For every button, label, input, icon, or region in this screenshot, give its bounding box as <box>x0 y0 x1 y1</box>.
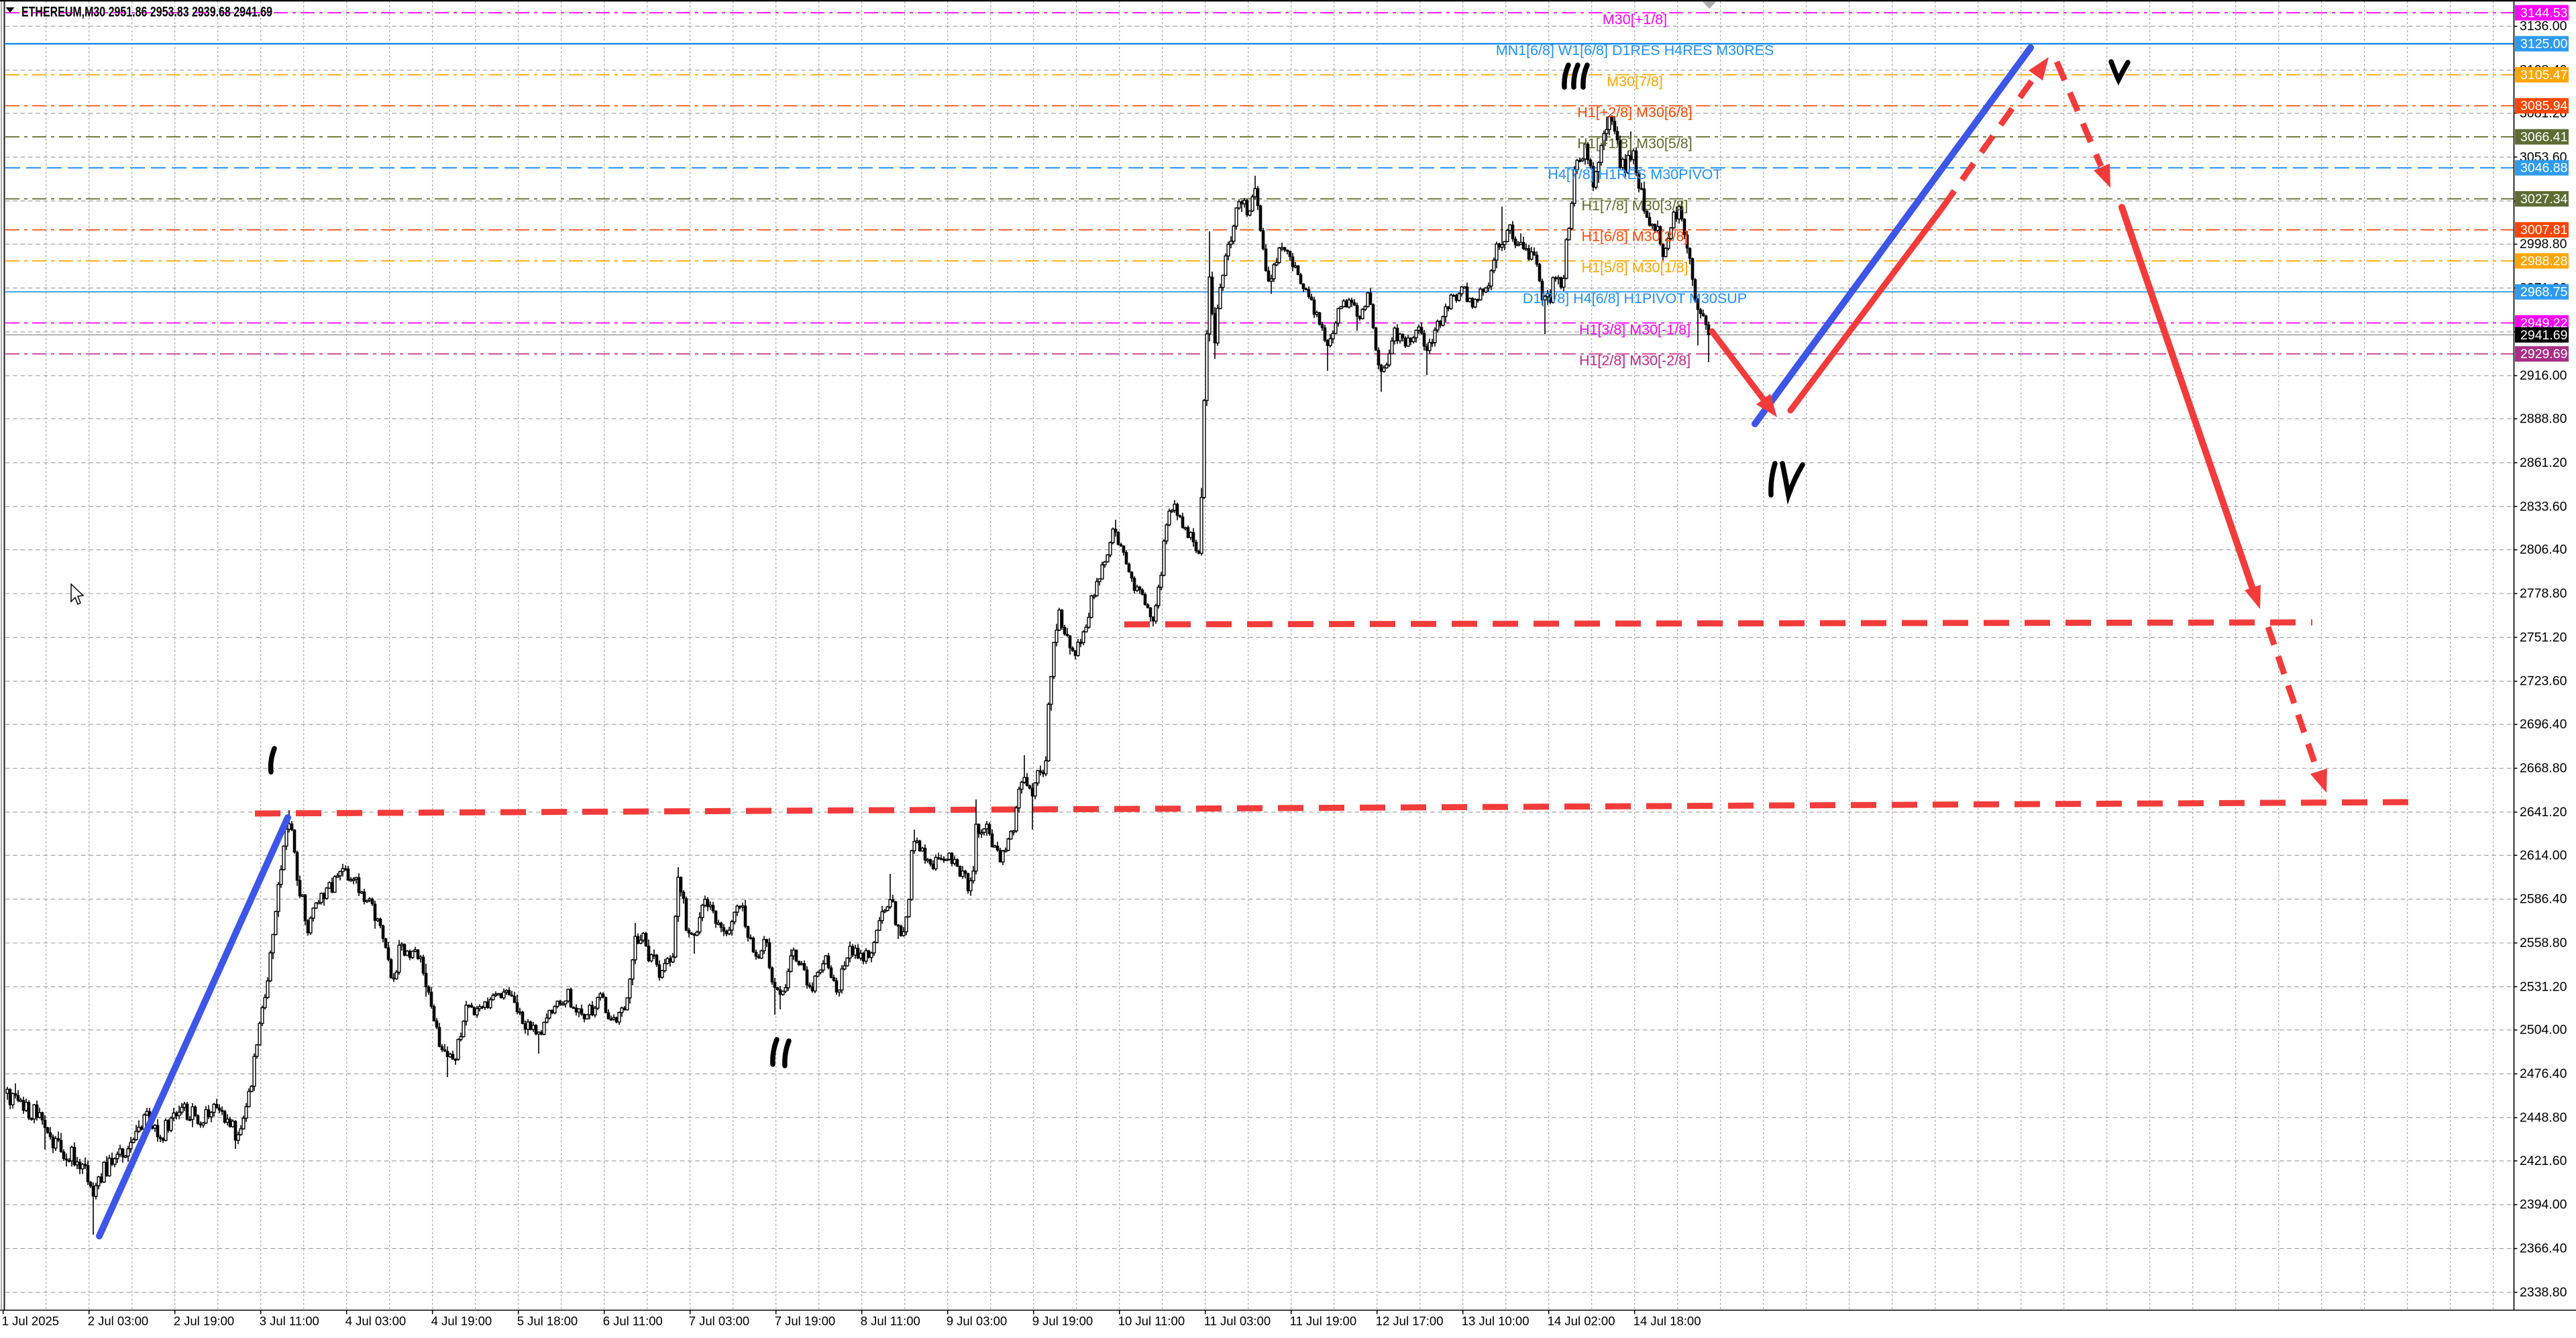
svg-text:3007.81: 3007.81 <box>2520 223 2568 237</box>
svg-text:H1[2/8] M30[-2/8]: H1[2/8] M30[-2/8] <box>1579 353 1690 369</box>
svg-text:2998.80: 2998.80 <box>2520 237 2567 252</box>
svg-text:H1[3/8] M30[-1/8]: H1[3/8] M30[-1/8] <box>1579 322 1690 338</box>
svg-text:10 Jul 11:00: 10 Jul 11:00 <box>1118 1314 1185 1328</box>
svg-text:2504.00: 2504.00 <box>2520 1023 2567 1038</box>
svg-text:H1[5/8] M30[1/8]: H1[5/8] M30[1/8] <box>1582 260 1688 276</box>
svg-text:2696.40: 2696.40 <box>2520 717 2567 732</box>
svg-text:4 Jul 19:00: 4 Jul 19:00 <box>431 1314 492 1328</box>
svg-text:3046.88: 3046.88 <box>2520 161 2568 176</box>
svg-text:M30[7/8]: M30[7/8] <box>1607 74 1663 90</box>
svg-text:2641.20: 2641.20 <box>2520 805 2567 820</box>
svg-text:2 Jul 03:00: 2 Jul 03:00 <box>88 1314 149 1328</box>
svg-text:H1[+2/8] M30[6/8]: H1[+2/8] M30[6/8] <box>1577 105 1693 121</box>
svg-text:9 Jul 03:00: 9 Jul 03:00 <box>947 1314 1008 1328</box>
svg-text:2394.00: 2394.00 <box>2520 1197 2567 1212</box>
svg-text:2988.28: 2988.28 <box>2520 254 2568 269</box>
svg-text:MN1[6/8] W1[6/8] D1RES H4RES M: MN1[6/8] W1[6/8] D1RES H4RES M30RES <box>1496 42 1774 58</box>
svg-text:7 Jul 19:00: 7 Jul 19:00 <box>775 1314 836 1328</box>
svg-text:2 Jul 19:00: 2 Jul 19:00 <box>174 1314 235 1328</box>
svg-text:3066.41: 3066.41 <box>2520 130 2568 145</box>
svg-text:D1[7/8] H4[6/8] H1PIVOT M30SUP: D1[7/8] H4[6/8] H1PIVOT M30SUP <box>1523 290 1747 306</box>
svg-text:3 Jul 11:00: 3 Jul 11:00 <box>260 1314 319 1328</box>
svg-text:ETHEREUM,M30 2951.86 2953.83: ETHEREUM,M30 2951.86 2953.83 2939.68 294… <box>21 5 272 20</box>
svg-text:2929.69: 2929.69 <box>2520 347 2568 361</box>
svg-text:3105.47: 3105.47 <box>2520 68 2568 82</box>
svg-text:H1[+1/8] M30[5/8]: H1[+1/8] M30[5/8] <box>1577 135 1693 152</box>
svg-text:8 Jul 11:00: 8 Jul 11:00 <box>861 1314 920 1328</box>
svg-text:2366.40: 2366.40 <box>2520 1241 2567 1256</box>
svg-text:9 Jul 19:00: 9 Jul 19:00 <box>1032 1314 1093 1328</box>
svg-text:2338.80: 2338.80 <box>2520 1285 2567 1300</box>
svg-text:2861.20: 2861.20 <box>2520 455 2567 470</box>
svg-text:2806.40: 2806.40 <box>2520 543 2567 557</box>
svg-text:7 Jul 03:00: 7 Jul 03:00 <box>689 1314 750 1328</box>
svg-text:2916.00: 2916.00 <box>2520 368 2567 383</box>
svg-text:2531.20: 2531.20 <box>2520 979 2567 994</box>
svg-text:2833.60: 2833.60 <box>2520 499 2567 514</box>
svg-text:3085.94: 3085.94 <box>2520 99 2568 113</box>
svg-text:2614.00: 2614.00 <box>2520 848 2567 862</box>
svg-text:4 Jul 03:00: 4 Jul 03:00 <box>345 1314 407 1328</box>
svg-text:5 Jul 18:00: 5 Jul 18:00 <box>517 1314 578 1328</box>
svg-text:2668.80: 2668.80 <box>2520 761 2567 776</box>
svg-text:2941.69: 2941.69 <box>2520 328 2568 343</box>
svg-text:6 Jul 11:00: 6 Jul 11:00 <box>603 1314 663 1328</box>
svg-text:13 Jul 10:00: 13 Jul 10:00 <box>1462 1314 1529 1328</box>
svg-text:14 Jul 18:00: 14 Jul 18:00 <box>1633 1314 1701 1328</box>
svg-text:3027.34: 3027.34 <box>2520 192 2568 207</box>
svg-text:12 Jul 17:00: 12 Jul 17:00 <box>1376 1314 1444 1328</box>
svg-text:2476.40: 2476.40 <box>2520 1066 2567 1081</box>
svg-text:2888.80: 2888.80 <box>2520 412 2567 427</box>
svg-text:2751.20: 2751.20 <box>2520 630 2567 645</box>
svg-text:11 Jul 19:00: 11 Jul 19:00 <box>1290 1314 1356 1328</box>
svg-text:3144.53: 3144.53 <box>2520 6 2568 21</box>
svg-text:M30[+1/8]: M30[+1/8] <box>1603 11 1667 27</box>
svg-text:2558.80: 2558.80 <box>2520 936 2567 950</box>
svg-text:H1[7/8] M30[3/8]: H1[7/8] M30[3/8] <box>1582 198 1688 214</box>
svg-text:3125.00: 3125.00 <box>2520 37 2568 52</box>
svg-text:2723.60: 2723.60 <box>2520 674 2567 689</box>
svg-text:11 Jul 03:00: 11 Jul 03:00 <box>1204 1314 1271 1328</box>
svg-text:2586.40: 2586.40 <box>2520 892 2567 907</box>
svg-text:3136.00: 3136.00 <box>2520 19 2567 34</box>
svg-text:2778.80: 2778.80 <box>2520 586 2567 601</box>
svg-text:14 Jul 02:00: 14 Jul 02:00 <box>1548 1314 1615 1328</box>
svg-text:H4[7/8] H1RES M30PIVOT: H4[7/8] H1RES M30PIVOT <box>1548 166 1721 182</box>
svg-text:2949.22: 2949.22 <box>2520 316 2568 331</box>
svg-text:2421.60: 2421.60 <box>2520 1154 2567 1168</box>
svg-text:2968.75: 2968.75 <box>2520 285 2568 300</box>
svg-text:H1[6/8] M30[2/8]: H1[6/8] M30[2/8] <box>1582 229 1688 245</box>
svg-text:1 Jul 2025: 1 Jul 2025 <box>2 1314 59 1328</box>
svg-text:2448.80: 2448.80 <box>2520 1111 2567 1125</box>
